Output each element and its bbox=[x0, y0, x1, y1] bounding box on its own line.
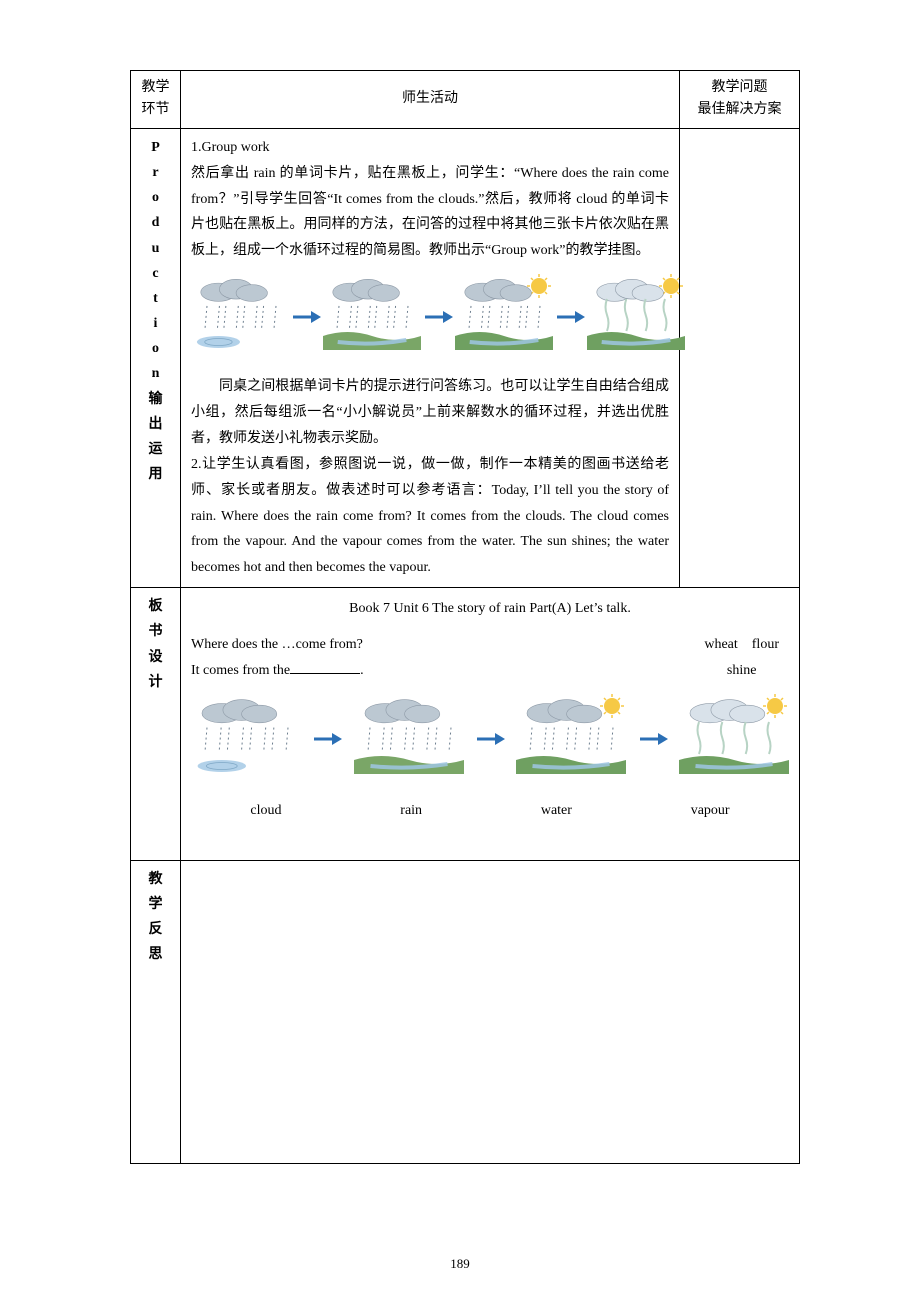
stage-label-char: 用 bbox=[141, 462, 170, 487]
arrow-icon bbox=[638, 729, 668, 749]
board-vocab-line2: shine bbox=[704, 658, 779, 684]
stage-reflection-label: 教学反思 bbox=[131, 860, 181, 1163]
stage-label-char: d bbox=[141, 210, 170, 235]
page-number: 189 bbox=[0, 1256, 920, 1272]
arrow-icon bbox=[475, 729, 505, 749]
arrow-icon bbox=[555, 307, 585, 327]
stage-label-char: 出 bbox=[141, 412, 170, 437]
board-text-lines: Where does the …come from? It comes from… bbox=[191, 632, 789, 684]
cycle-label: vapour bbox=[691, 798, 730, 824]
reflection-content bbox=[181, 860, 800, 1163]
board-title: Book 7 Unit 6 The story of rain Part(A) … bbox=[191, 596, 789, 622]
stage-label-char: u bbox=[141, 236, 170, 261]
stage-label-char: 设 bbox=[141, 645, 170, 670]
stage-label-char: 板 bbox=[141, 594, 170, 619]
header-solution-line2: 最佳解决方案 bbox=[698, 102, 782, 117]
stage-label-char: o bbox=[141, 336, 170, 361]
cycle-stage-water bbox=[516, 694, 626, 784]
stage-label-char: i bbox=[141, 311, 170, 336]
table-header-row: 教学 环节 师生活动 教学问题 最佳解决方案 bbox=[131, 71, 800, 129]
cycle-stage-water bbox=[455, 274, 553, 360]
arrow-icon bbox=[291, 307, 321, 327]
stage-label-char: 教 bbox=[141, 867, 170, 892]
stage-label-char: c bbox=[141, 261, 170, 286]
stage-label-char: P bbox=[141, 135, 170, 160]
activity1-para2: 同桌之间根据单词卡片的提示进行问答练习。也可以让学生自由结合组成小组，然后每组派… bbox=[191, 374, 669, 452]
stage-label-char: 书 bbox=[141, 619, 170, 644]
solution-production bbox=[680, 128, 800, 587]
board-question: Where does the …come from? bbox=[191, 632, 364, 658]
header-stage: 教学 环节 bbox=[131, 71, 181, 129]
board-answer-prefix: It comes from the bbox=[191, 663, 290, 678]
cycle-stage-vapour bbox=[587, 274, 685, 360]
stage-label-char: 计 bbox=[141, 670, 170, 695]
header-stage-line1: 教学 bbox=[142, 80, 170, 95]
cycle-stage-cloud bbox=[191, 694, 301, 784]
cycle-stage-cloud bbox=[191, 274, 289, 360]
row-reflection: 教学反思 bbox=[131, 860, 800, 1163]
board-answer-suffix: . bbox=[360, 663, 364, 678]
water-cycle-diagram-1 bbox=[191, 274, 669, 360]
stage-label-char: r bbox=[141, 160, 170, 185]
stage-label-char: 运 bbox=[141, 437, 170, 462]
stage-label-char: o bbox=[141, 185, 170, 210]
arrow-icon bbox=[423, 307, 453, 327]
activity1-heading: 1.Group work bbox=[191, 135, 669, 161]
cycle-labels-row: cloud rain water vapour bbox=[191, 798, 789, 824]
arrow-icon bbox=[312, 729, 342, 749]
board-answer-blank bbox=[290, 659, 360, 674]
activity1-para1: 然后拿出 rain 的单词卡片，贴在黑板上，问学生：“Where does th… bbox=[191, 161, 669, 265]
stage-label-char: n bbox=[141, 361, 170, 386]
header-solution-line1: 教学问题 bbox=[712, 80, 768, 95]
cycle-label: cloud bbox=[250, 798, 281, 824]
water-cycle-diagram-2 bbox=[191, 694, 789, 784]
activity-production: 1.Group work 然后拿出 rain 的单词卡片，贴在黑板上，问学生：“… bbox=[181, 128, 680, 587]
stage-label-char: 输 bbox=[141, 387, 170, 412]
board-design-content: Book 7 Unit 6 The story of rain Part(A) … bbox=[181, 588, 800, 860]
activity1-para3: 2.让学生认真看图，参照图说一说，做一做，制作一本精美的图画书送给老师、家长或者… bbox=[191, 452, 669, 581]
stage-label-char: 学 bbox=[141, 892, 170, 917]
stage-board-label: 板书设计 bbox=[131, 588, 181, 860]
stage-label-char: 反 bbox=[141, 917, 170, 942]
cycle-label: water bbox=[541, 798, 572, 824]
row-production: Production输出运用 1.Group work 然后拿出 rain 的单… bbox=[131, 128, 800, 587]
lesson-plan-table: 教学 环节 师生活动 教学问题 最佳解决方案 Production输出运用 1.… bbox=[130, 70, 800, 1164]
cycle-stage-rain bbox=[323, 274, 421, 360]
cycle-label: rain bbox=[400, 798, 422, 824]
header-activity: 师生活动 bbox=[181, 71, 680, 129]
stage-production-label: Production输出运用 bbox=[131, 128, 181, 587]
board-vocab-line1: wheat flour bbox=[704, 632, 779, 658]
stage-label-char: 思 bbox=[141, 942, 170, 967]
cycle-stage-vapour bbox=[679, 694, 789, 784]
row-board-design: 板书设计 Book 7 Unit 6 The story of rain Par… bbox=[131, 588, 800, 860]
header-stage-line2: 环节 bbox=[142, 102, 170, 117]
board-answer: It comes from the. bbox=[191, 658, 364, 684]
header-solution: 教学问题 最佳解决方案 bbox=[680, 71, 800, 129]
cycle-stage-rain bbox=[354, 694, 464, 784]
stage-label-char: t bbox=[141, 286, 170, 311]
